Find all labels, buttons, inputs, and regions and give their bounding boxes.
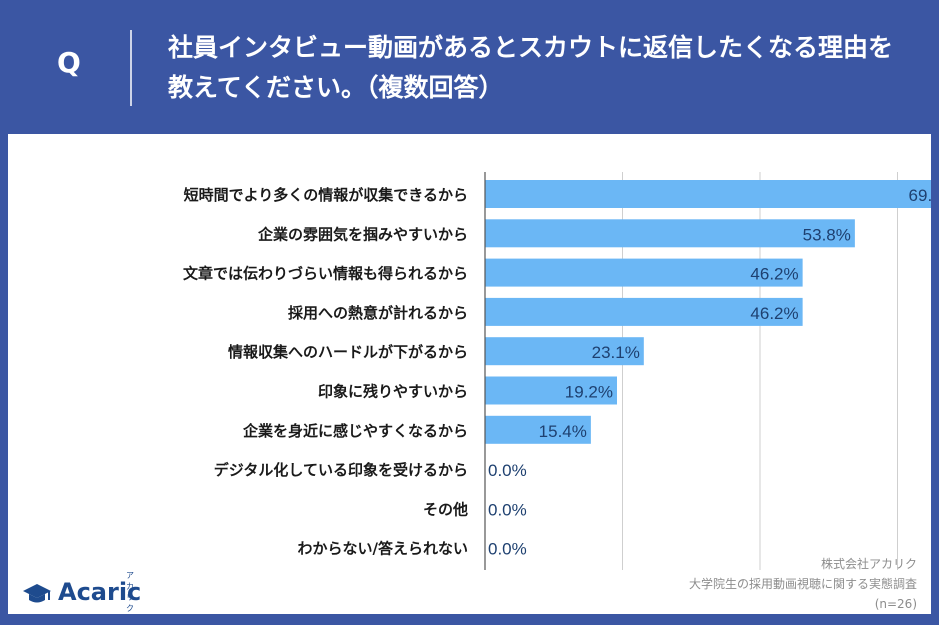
graduation-cap-icon xyxy=(23,584,51,603)
category-label: 企業を身近に感じやすくなるから xyxy=(242,422,468,440)
acaric-logo: Acaric アカリク xyxy=(22,571,142,613)
value-label: 0.0% xyxy=(488,540,527,559)
credit-survey: 大学院生の採用動画視聴に関する実態調査 xyxy=(688,577,917,591)
bar xyxy=(485,376,617,405)
q-label: Q xyxy=(57,46,81,79)
logo-sub: アカリク xyxy=(126,571,134,613)
question-text: 社員インタビュー動画があるとスカウトに返信したくなる理由を教えてください。（複数… xyxy=(168,33,894,102)
header-divider xyxy=(130,30,132,106)
category-label: 採用への熱意が計れるから xyxy=(288,304,468,322)
value-label: 15.4% xyxy=(539,422,587,441)
credit: 株式会社アカリク 大学院生の採用動画視聴に関する実態調査 (n=26) xyxy=(689,554,917,614)
category-label: 印象に残りやすいから xyxy=(318,383,468,401)
bar xyxy=(485,297,803,326)
question-header: Q 社員インタビュー動画があるとスカウトに返信したくなる理由を教えてください。（… xyxy=(0,0,939,132)
bar xyxy=(485,180,931,208)
category-label: 情報収集へのハードルが下がるから xyxy=(228,343,468,361)
category-label: その他 xyxy=(423,500,468,518)
bar xyxy=(485,415,591,444)
bar xyxy=(485,337,644,366)
credit-company: 株式会社アカリク xyxy=(820,557,917,571)
logo-name: Acaric xyxy=(58,578,142,606)
credit-n: (n=26) xyxy=(874,597,917,611)
value-label: 0.0% xyxy=(488,500,527,519)
category-label: 企業の雰囲気を掴みやすいから xyxy=(257,225,468,243)
category-label: 短時間でより多くの情報が収集できるから xyxy=(184,186,468,204)
bar xyxy=(485,258,803,287)
chart-panel: 短時間でより多くの情報が収集できるから 69.2% 企業の雰囲気を掴みやすいから 53… xyxy=(8,134,931,614)
value-label: 46.2% xyxy=(750,265,798,284)
bar xyxy=(485,219,855,248)
value-label: 46.2% xyxy=(750,304,798,323)
category-label: デジタル化している印象を受けるから xyxy=(214,461,468,479)
value-label: 69.2% xyxy=(909,186,931,205)
category-label: わからない/答えられない xyxy=(298,540,468,558)
value-label: 19.2% xyxy=(565,383,613,402)
category-label: 文章では伝わりづらい情報も得られるから xyxy=(183,265,468,283)
value-label: 53.8% xyxy=(803,225,851,244)
value-label: 0.0% xyxy=(488,461,527,480)
bar-chart: 短時間でより多くの情報が収集できるから 69.2% 企業の雰囲気を掴みやすいから 53… xyxy=(183,172,931,570)
value-label: 23.1% xyxy=(592,343,640,362)
